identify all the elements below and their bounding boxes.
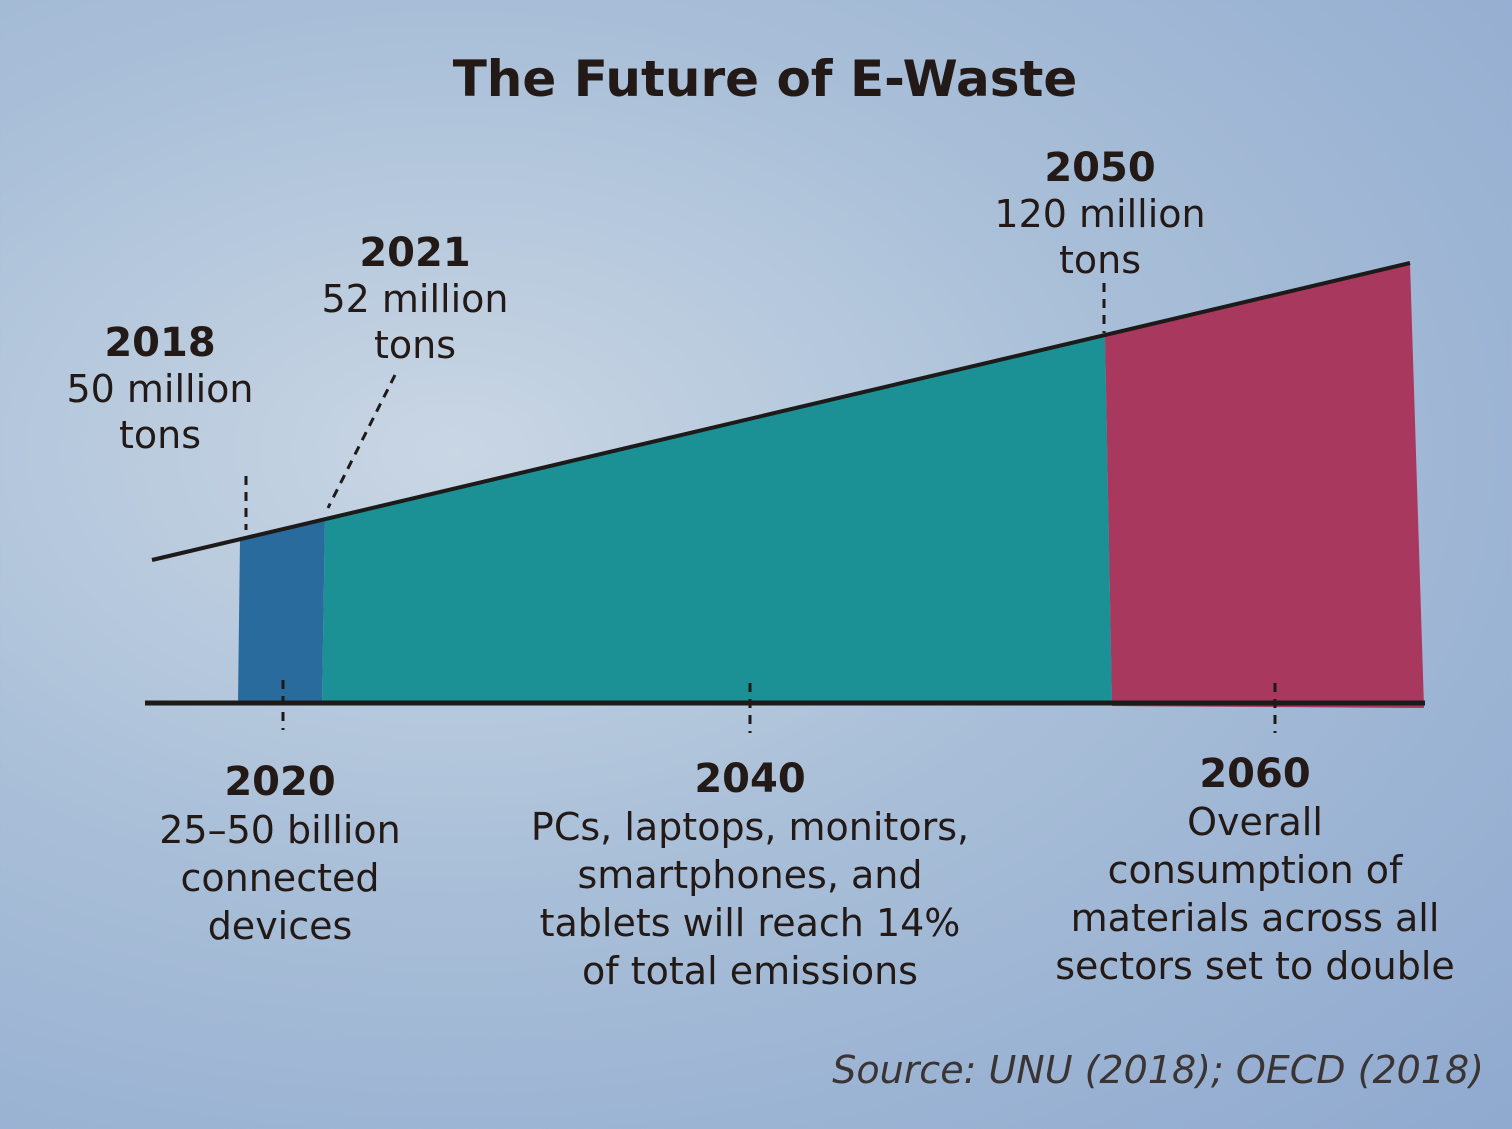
segment-2021-2050 xyxy=(322,335,1112,703)
annotation-2040: 2040 PCs, laptops, monitors, smartphones… xyxy=(480,755,1020,995)
annotation-text: connected xyxy=(180,856,380,900)
trend-line xyxy=(151,261,1411,562)
annotation-text: Overall xyxy=(1187,800,1323,844)
annotation-2020: 2020 25–50 billion connected devices xyxy=(110,758,450,950)
annotation-text: tons xyxy=(1058,238,1142,282)
annotation-text: 25–50 billion xyxy=(159,808,401,852)
annotation-year: 2050 xyxy=(1044,145,1156,191)
source-note: Source: UNU (2018); OECD (2018) xyxy=(832,1048,1484,1092)
segment-2050-2060 xyxy=(1105,263,1424,708)
marker-group xyxy=(244,283,1277,733)
annotation-year: 2040 xyxy=(694,756,806,802)
annotation-text: materials across all xyxy=(1070,896,1440,940)
annotation-text: tons xyxy=(373,323,457,367)
annotation-year: 2021 xyxy=(359,230,471,276)
annotation-text: tons xyxy=(118,413,202,457)
annotation-text: sectors set to double xyxy=(1055,944,1455,988)
annotation-text: PCs, laptops, monitors, xyxy=(530,805,970,849)
annotation-2050: 2050 120 million tons xyxy=(950,145,1250,283)
annotation-2060: 2060 Overall consumption of materials ac… xyxy=(1005,750,1505,990)
chart-title: The Future of E-Waste xyxy=(452,50,1078,108)
annotation-year: 2020 xyxy=(224,759,336,805)
annotation-text: tablets will reach 14% xyxy=(539,901,961,945)
annotation-text: 50 million xyxy=(66,367,254,411)
annotation-year: 2018 xyxy=(104,320,216,366)
annotation-text: smartphones, and xyxy=(577,853,923,897)
segment-2018-2021 xyxy=(238,519,325,703)
annotation-2018: 2018 50 million tons xyxy=(30,320,290,458)
marker-2021 xyxy=(326,374,397,509)
annotation-text: consumption of xyxy=(1107,848,1403,892)
annotation-2021: 2021 52 million tons xyxy=(280,230,550,368)
annotation-text: 120 million xyxy=(994,192,1206,236)
annotation-text: 52 million xyxy=(321,277,509,321)
annotation-year: 2060 xyxy=(1199,751,1311,797)
annotation-text: of total emissions xyxy=(582,949,918,993)
annotation-text: devices xyxy=(207,904,353,948)
